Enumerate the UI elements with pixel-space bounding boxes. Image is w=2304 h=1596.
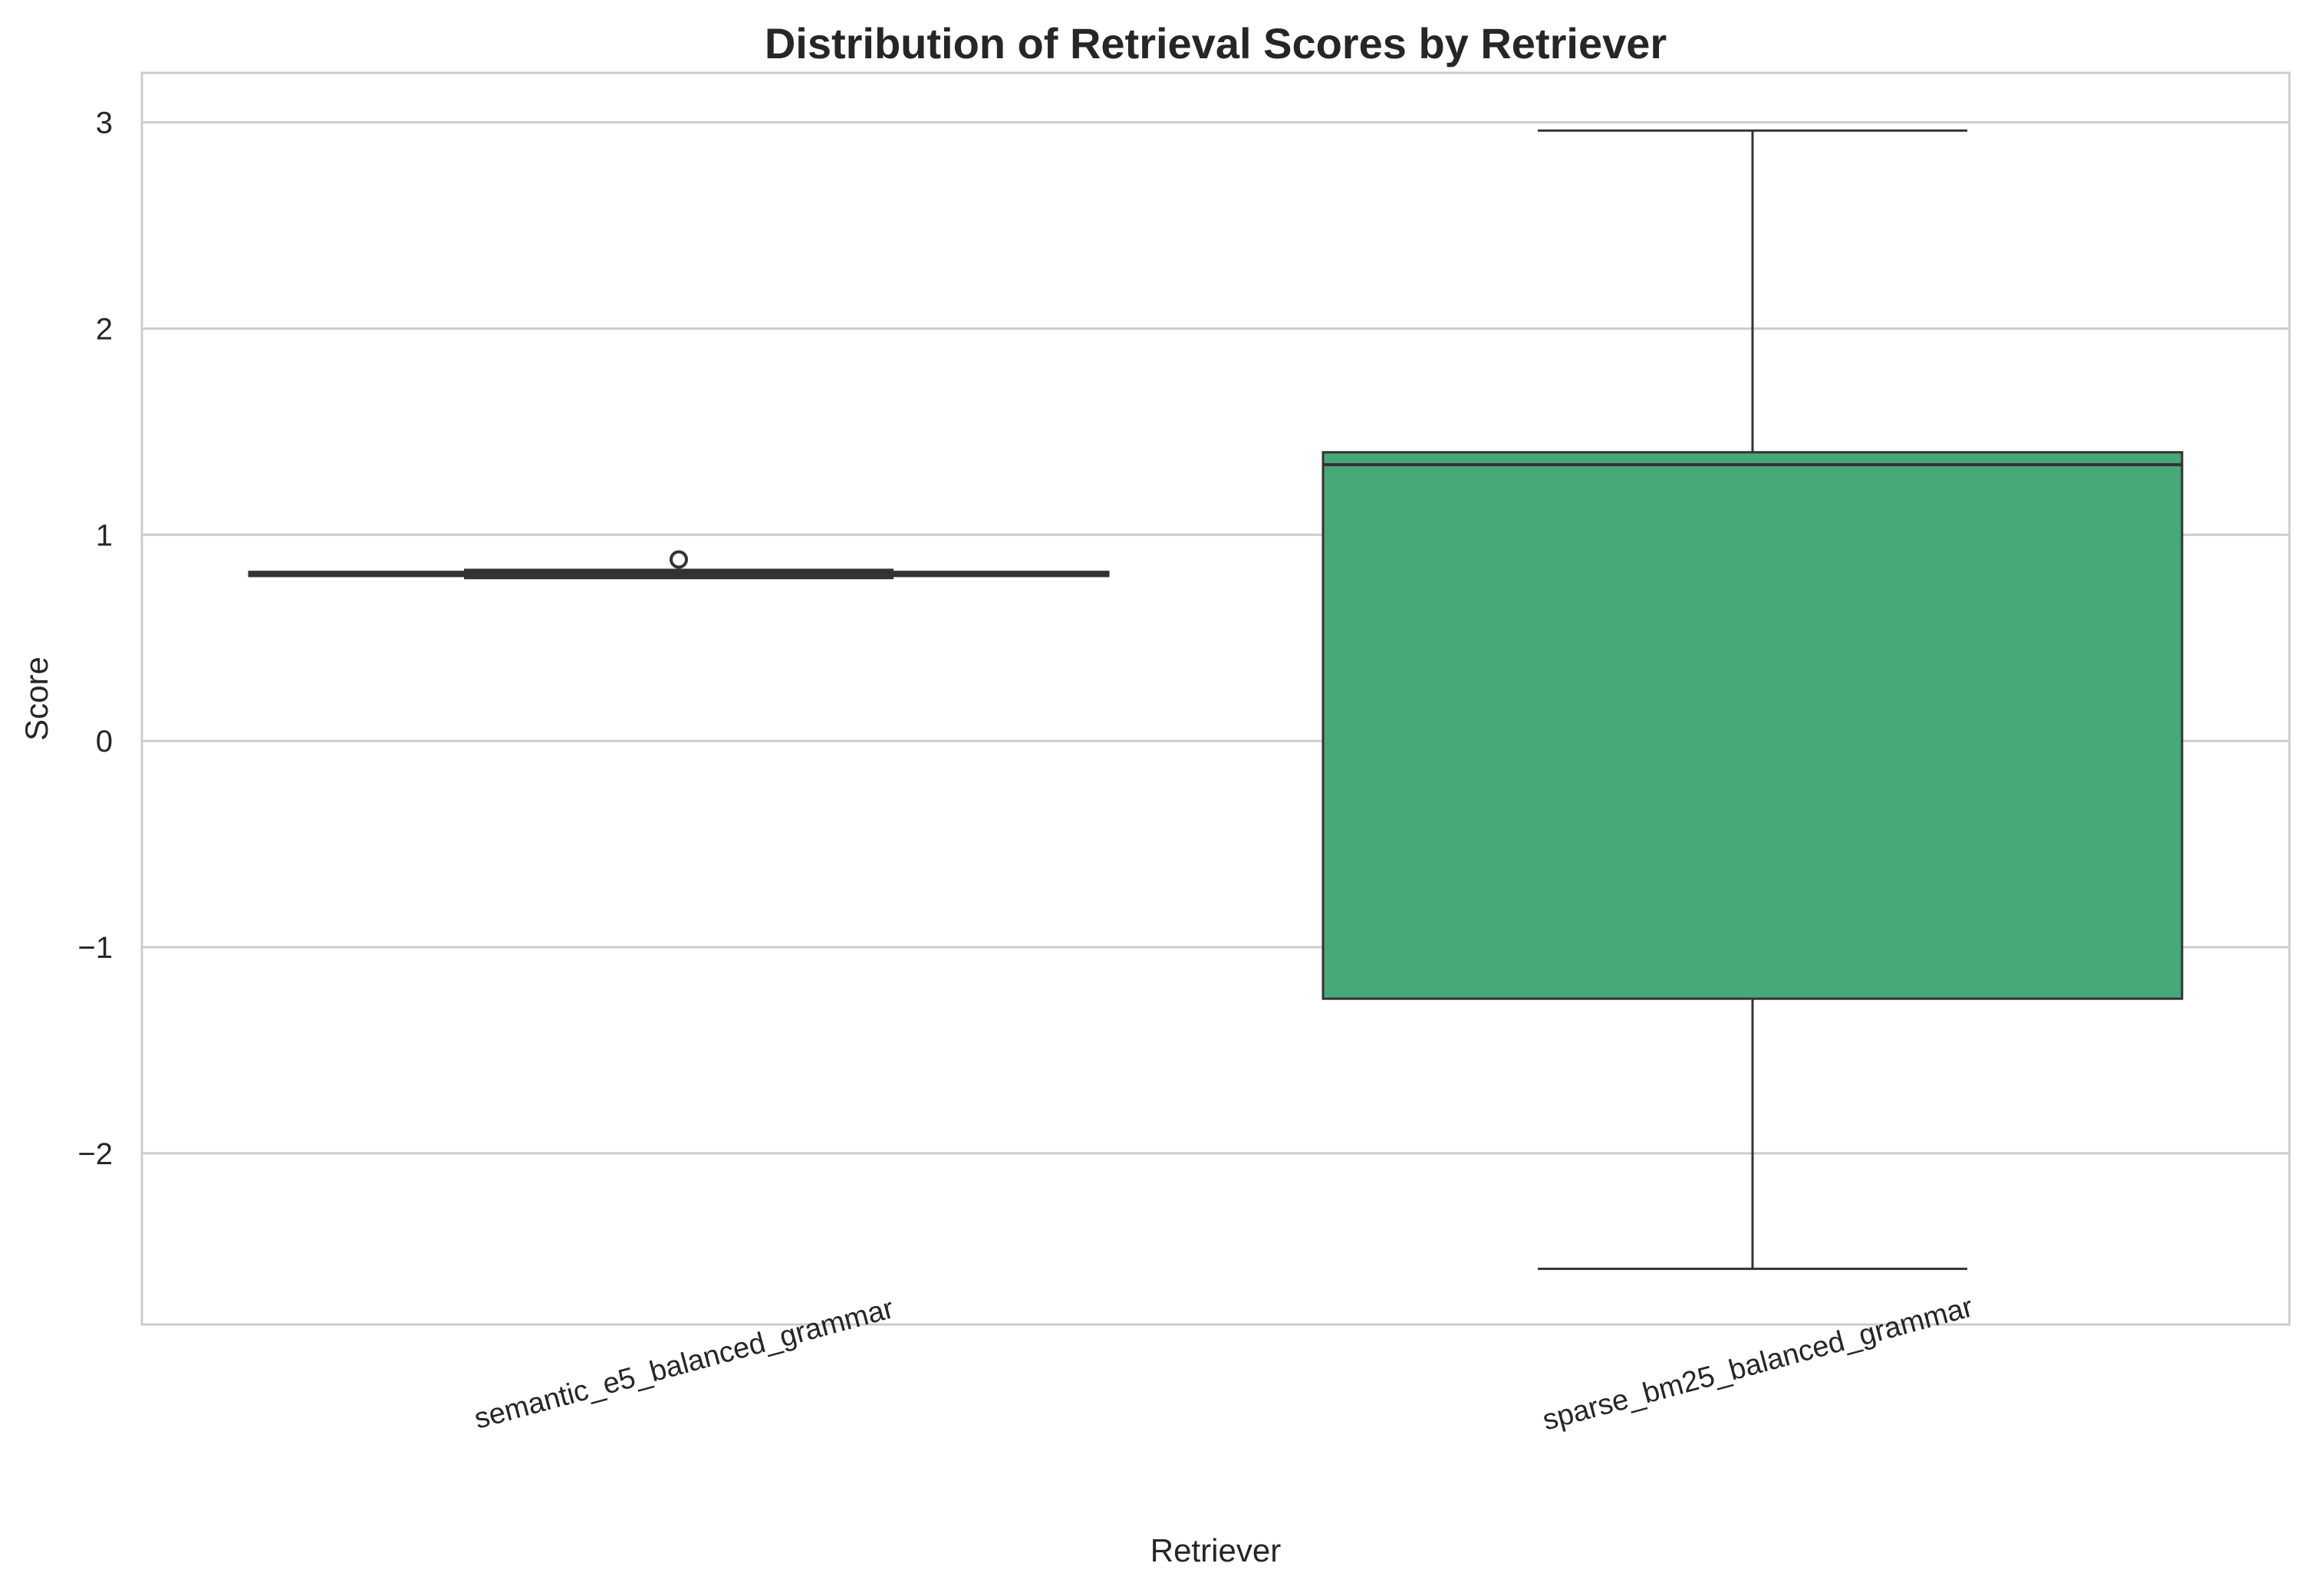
y-tick-labels: −2 −1 0 1 2 3 — [77, 107, 113, 1171]
box-group — [1322, 129, 2184, 1270]
box-group — [248, 550, 1110, 580]
y-axis-label: Score — [18, 656, 54, 741]
y-tick-label: 2 — [96, 312, 113, 346]
y-tick-label: 0 — [96, 725, 113, 759]
y-tick-label: 3 — [96, 107, 113, 140]
plot-frame — [140, 71, 2291, 1326]
outlier-point — [670, 550, 688, 569]
y-tick-label: −1 — [77, 931, 113, 965]
box-layer — [248, 129, 2184, 1270]
y-tick-label: 1 — [96, 518, 113, 552]
grid-layer — [142, 121, 2289, 1155]
iqr-box — [1322, 451, 2184, 1000]
x-axis-label: Retriever — [1150, 1532, 1281, 1568]
chart-title: Distribution of Retrieval Scores by Retr… — [765, 19, 1667, 67]
y-tick-label: −2 — [77, 1137, 113, 1171]
